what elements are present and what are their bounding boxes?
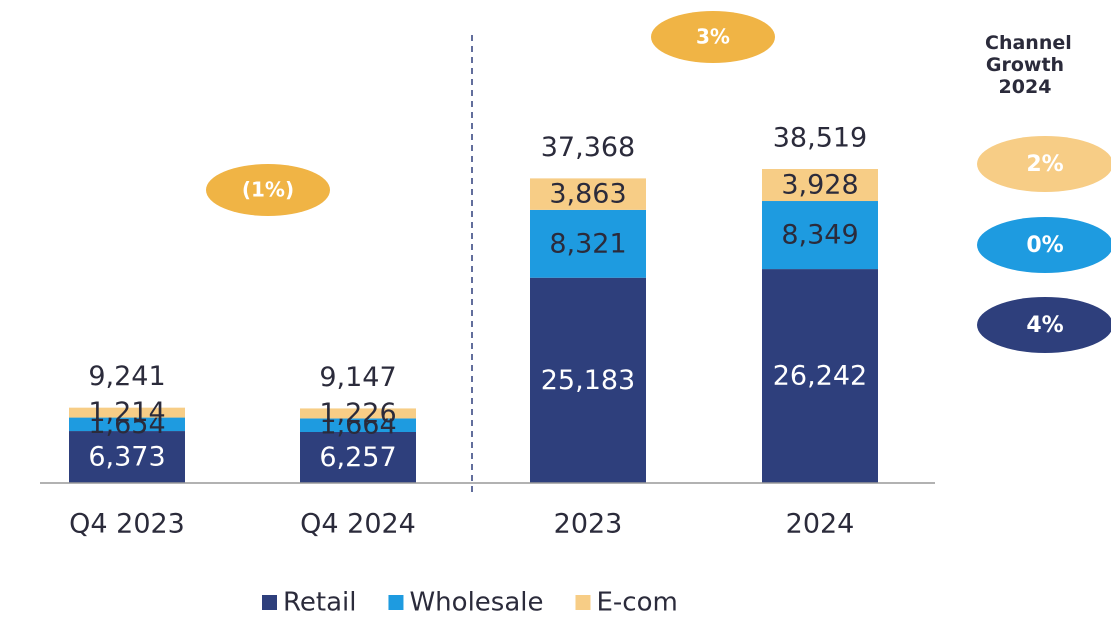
growth-label: (1%) bbox=[242, 178, 294, 202]
channel-bubble bbox=[977, 217, 1111, 273]
total-label: 9,241 bbox=[88, 361, 165, 392]
bar-segment bbox=[300, 431, 416, 483]
growth-label: 3% bbox=[696, 25, 730, 49]
channel-growth-label: 2% bbox=[1026, 152, 1063, 177]
bar-segment bbox=[69, 407, 185, 418]
channel-growth-label: 0% bbox=[1026, 233, 1063, 258]
bar-segment bbox=[762, 269, 878, 483]
bar-segment bbox=[69, 417, 185, 432]
legend-label: E-com bbox=[596, 588, 677, 618]
value-label: 8,349 bbox=[781, 220, 858, 251]
bar-segment bbox=[300, 408, 416, 419]
value-label: 6,257 bbox=[319, 442, 396, 473]
growth-bubble bbox=[651, 11, 775, 63]
x-tick-label: Q4 2024 bbox=[300, 509, 416, 540]
bar-segment bbox=[300, 418, 416, 432]
value-label: 1,226 bbox=[319, 398, 396, 429]
bar-segment bbox=[69, 431, 185, 483]
growth-bubble bbox=[206, 164, 330, 216]
value-label: 26,242 bbox=[773, 361, 867, 392]
x-tick-label: 2024 bbox=[786, 509, 855, 540]
bar-segment bbox=[530, 178, 646, 210]
value-label: 1,214 bbox=[88, 397, 165, 428]
value-label: 3,928 bbox=[781, 170, 858, 201]
legend-swatch bbox=[575, 595, 591, 610]
channel-bubble bbox=[977, 136, 1111, 192]
legend-label: Retail bbox=[283, 588, 356, 618]
total-label: 37,368 bbox=[541, 132, 635, 163]
channel-growth-title: Channel Growth 2024 bbox=[985, 32, 1072, 98]
value-label: 3,863 bbox=[549, 179, 626, 210]
bar-segment bbox=[530, 209, 646, 278]
value-label: 8,321 bbox=[549, 228, 626, 259]
channel-bubble bbox=[977, 297, 1111, 353]
bar-segment bbox=[762, 201, 878, 270]
value-label: 6,373 bbox=[88, 442, 165, 473]
legend-label: Wholesale bbox=[409, 588, 543, 618]
x-tick-label: Q4 2023 bbox=[69, 509, 185, 540]
legend-swatch bbox=[262, 595, 277, 610]
total-label: 38,519 bbox=[773, 123, 867, 154]
value-label: 25,183 bbox=[541, 365, 635, 396]
bar-segment bbox=[530, 277, 646, 483]
x-tick-label: 2023 bbox=[554, 509, 623, 540]
bar-segment bbox=[762, 169, 878, 202]
total-label: 9,147 bbox=[319, 362, 396, 393]
legend-swatch bbox=[388, 595, 404, 610]
channel-growth-label: 4% bbox=[1026, 313, 1063, 338]
